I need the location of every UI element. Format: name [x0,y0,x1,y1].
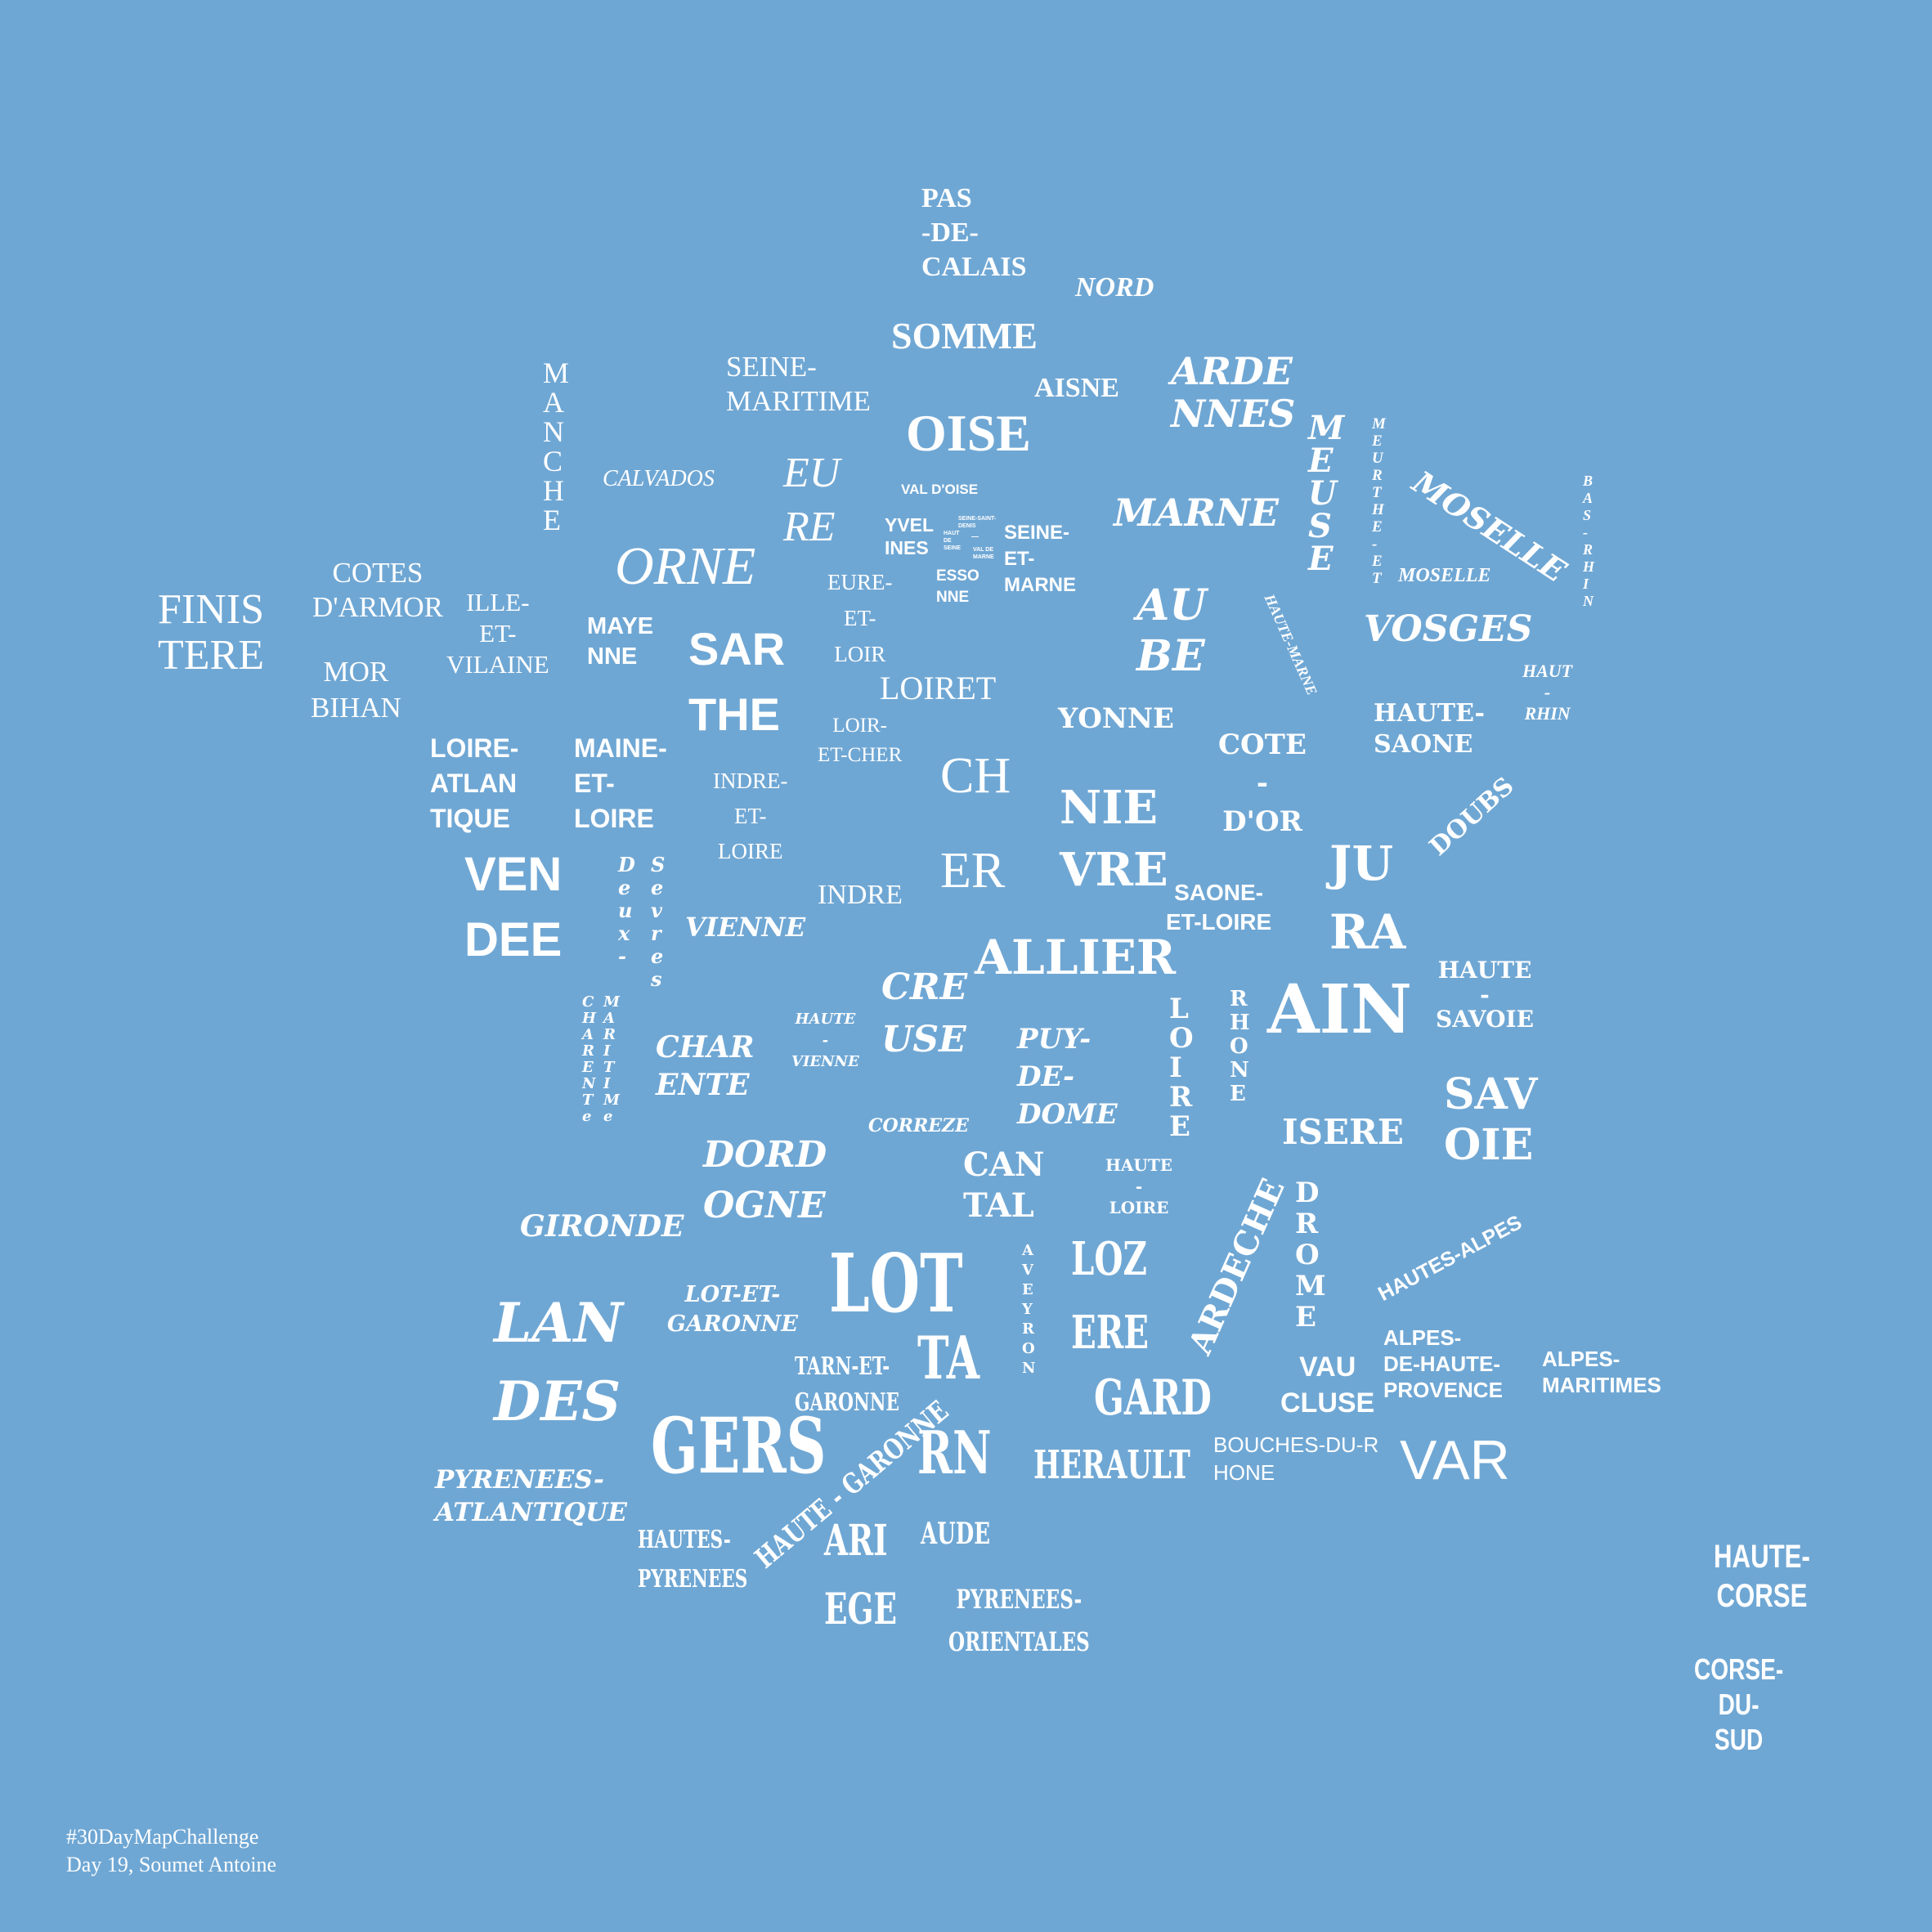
label-landes: LAN DES [494,1291,623,1433]
label-oise: OISE [906,404,1031,462]
label-bouches-du-rhone: BOUCHES-DU-R HONE [1213,1432,1379,1485]
label-mayenne: MAYE NNE [587,613,654,670]
label-seine-maritime: SEINE- MARITIME [726,351,871,417]
label-vaucluse: VAU CLUSE [1280,1352,1375,1419]
label-yonne: YONNE [1058,702,1174,735]
label-moselle-small: MOSELLE [1398,565,1491,586]
label-cher: CH ER [940,748,1011,899]
label-charente-maritime-a: C H A R E N T e [582,993,597,1125]
label-nievre: NIE VRE [1060,781,1168,897]
label-gers: GERS [651,1401,827,1491]
label-vendee: VEN DEE [464,848,563,966]
label-haute-saone: HAUTE- SAONE [1374,699,1485,759]
label-aisne: AISNE [1034,373,1119,403]
label-sarthe: SAR THE [688,623,786,740]
label-seine-et-marne: SEINE- ET- MARNE [1004,522,1076,596]
label-val-doise: VAL D'OISE [901,482,979,497]
label-nord: NORD [1075,272,1154,303]
label-finistere: FINIS TERE [158,586,265,679]
label-corse-du-sud: CORSE- DU- SUD [1694,1652,1784,1756]
label-isere: ISERE [1282,1112,1404,1152]
label-drome: D R O M E [1295,1177,1326,1334]
label-savoie: SAV OIE [1444,1069,1538,1170]
label-deux-sevres-a: D e u x - [618,853,635,968]
label-ain: AIN [1267,970,1412,1049]
label-indre-et-loire: INDRE- ET- LOIRE [713,769,788,863]
label-gironde: GIRONDE [520,1209,684,1244]
label-loire: L O I R E [1169,993,1194,1143]
label-jura: JU RA [1329,836,1406,960]
label-tarn-et-garonne: TARN-ET- GARONNE [795,1352,899,1417]
label-vosges: VOSGES [1364,608,1533,650]
label-marne: MARNE [1114,491,1279,535]
label-paris: — [971,532,979,540]
label-dordogne: DORD OGNE [703,1134,827,1226]
label-ardennes: ARDE NNES [1171,349,1296,436]
label-seine-saint-denis: SEINE-SAINT- DENIS [958,516,997,529]
label-manche: M A N C H E [543,356,570,536]
label-puy-de-dome: PUY- DE- DOME [1017,1023,1118,1131]
label-tarn: TA RN [917,1323,992,1487]
label-loire-atlantique: LOIRE- ATLAN TIQUE [430,733,519,833]
label-maine-et-loire: MAINE- ET- LOIRE [574,733,667,833]
label-bas-rhin: B A S - R H I N [1583,473,1595,609]
label-doubs: DOUBS [1423,771,1520,862]
label-haute-marne: HAUTE-MARNE [1261,591,1321,698]
label-loir-et-cher: LOIR- ET-CHER [818,715,903,766]
label-hautes-alpes: HAUTES-ALPES [1374,1210,1526,1306]
label-eure-et-loir: EURE- ET- LOIR [827,570,893,666]
label-var: VAR [1400,1429,1510,1491]
label-meurthe-et-moselle: M E U R T H E - E T [1372,415,1386,587]
credit-author: Day 19, Soumet Antoine [66,1853,277,1876]
label-haute-loire: HAUTE - LOIRE [1105,1155,1172,1217]
label-hautes-pyrenees: HAUTES- PYRENEES [638,1526,748,1594]
label-aveyron: A V E Y R O N [1022,1242,1036,1377]
label-lot-et-garonne: LOT-ET- GARONNE [667,1282,798,1337]
label-vienne: VIENNE [685,912,806,943]
label-allier: ALLIER [975,930,1177,985]
label-creuse: CRE USE [881,966,968,1060]
label-haute-savoie: HAUTE - SAVOIE [1436,957,1534,1033]
label-aude: AUDE [921,1517,990,1551]
label-somme: SOMME [891,315,1038,356]
label-haute-corse: HAUTE- CORSE [1714,1539,1810,1614]
label-cantal: CAN TAL [963,1145,1045,1225]
label-saone-et-loire: SAONE- ET-LOIRE [1166,880,1272,935]
label-haute-vienne: HAUTE - VIENNE [791,1011,859,1070]
label-loiret: LOIRET [880,670,997,706]
label-morbihan: MOR BIHAN [311,656,401,724]
label-meuse: M E U S E [1308,409,1345,578]
label-pyrenees-orientales: PYRENEES- ORIENTALES [948,1584,1090,1657]
credit-hashtag: #30DayMapChallenge [66,1825,259,1849]
label-charente: CHAR ENTE [656,1030,755,1102]
label-indre: INDRE [818,880,903,910]
label-herault: HERAULT [1033,1442,1190,1488]
label-cote-dor: COTE - D'OR [1218,728,1307,838]
label-deux-sevres-b: S e v r e s [651,853,666,991]
label-lozere: LOZ ERE [1071,1232,1149,1360]
label-correze: CORREZE [868,1115,969,1136]
label-gard: GARD [1094,1369,1212,1427]
label-alpes-de-haute-provence: ALPES- DE-HAUTE- PROVENCE [1383,1325,1503,1402]
label-val-de-marne: VAL DE MARNE [973,547,994,560]
label-pas-de-calais: PAS -DE- CALAIS [921,183,1027,282]
label-eure: EU RE [783,450,840,550]
label-charente-maritime-b: M A R I T I M e [603,993,620,1125]
label-ariege: ARI EGE [824,1516,898,1634]
label-rhone: R H O N E [1230,987,1250,1106]
label-lot: LOT [829,1237,963,1331]
label-cotes-darmor: COTES D'ARMOR [312,557,443,623]
label-essonne: ESSO NNE [936,567,979,606]
label-orne: ORNE [615,536,756,596]
label-alpes-maritimes: ALPES- MARITIMES [1542,1347,1661,1397]
label-pyrenees-atlantique: PYRENEES- ATLANTIQUE [435,1465,627,1527]
label-ille-et-vilaine: ILLE- ET- VILAINE [446,588,549,679]
label-hauts-de-seine: HAUT DE SEINE [944,531,962,551]
label-aube: AU BE [1136,580,1207,681]
label-ardeche: ARDECHE [1181,1172,1293,1360]
label-yvelines: YVEL INES [885,514,935,558]
label-calvados: CALVADOS [603,466,715,491]
label-haut-rhin: HAUT - RHIN [1522,661,1573,724]
